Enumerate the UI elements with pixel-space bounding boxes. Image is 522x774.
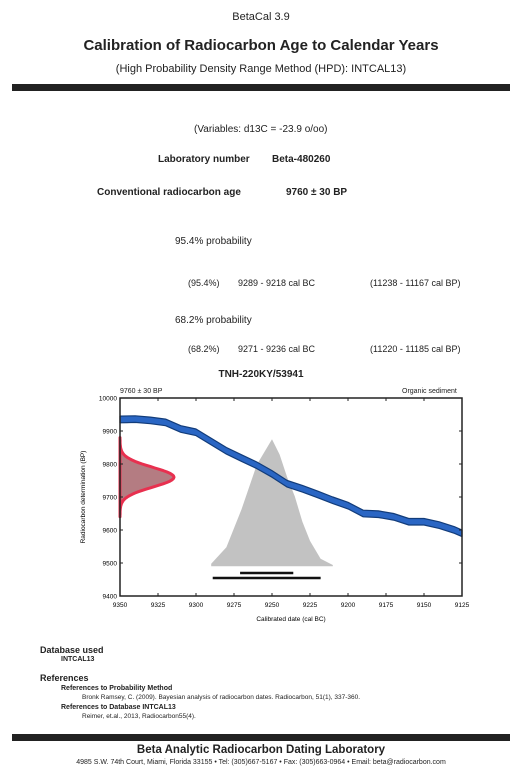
y-tick-label: 9800: [103, 461, 118, 468]
y-axis-label: Radiocarbon determination (BP): [80, 451, 87, 544]
footer-lab-name: Beta Analytic Radiocarbon Dating Laborat…: [136, 744, 386, 756]
database-heading: Database used: [40, 645, 104, 655]
age-value: 9760 ± 30 BP: [286, 187, 348, 198]
lab-number-label: Laboratory number: [158, 154, 250, 165]
page-subtitle: (High Probability Density Range Method (…: [115, 63, 407, 75]
reference-method-heading: References to Probability Method: [61, 685, 173, 692]
prob68-range-bc: 9271 - 9236 cal BC: [238, 344, 316, 354]
prob68-heading: 68.2% probability: [175, 315, 252, 326]
y-tick-label: 10000: [99, 395, 117, 402]
radiocarbon-probability: [118, 436, 176, 519]
chart-material-note: Organic sediment: [402, 388, 457, 395]
page-title: Calibration of Radiocarbon Age to Calend…: [83, 37, 439, 54]
plot-area: [118, 415, 463, 580]
variables-text: (Variables: d13C = -23.9 o/oo): [194, 124, 328, 135]
y-tick-label: 9400: [103, 593, 118, 600]
x-tick-label: 9200: [341, 602, 356, 609]
lab-number-value: Beta-480260: [272, 154, 331, 165]
calibrated-distribution: [211, 439, 333, 567]
age-label: Conventional radiocarbon age: [97, 187, 241, 198]
footer-rule: [12, 734, 510, 741]
chart-title: TNH-220KY/53941: [218, 369, 304, 380]
x-tick-label: 9250: [265, 602, 280, 609]
x-tick-label: 9325: [151, 602, 166, 609]
x-tick-label: 9300: [189, 602, 204, 609]
y-tick-label: 9700: [103, 494, 118, 501]
y-tick-label: 9900: [103, 428, 118, 435]
x-tick-label: 9225: [303, 602, 318, 609]
prob95-range-bc: 9289 - 9218 cal BC: [238, 278, 316, 288]
prob95-percent: (95.4%): [188, 278, 220, 288]
x-tick-label: 9175: [379, 602, 394, 609]
x-tick-label: 9350: [113, 602, 128, 609]
database-name: INTCAL13: [61, 656, 95, 663]
references-heading: References: [40, 673, 89, 683]
header-rule: [12, 84, 510, 91]
prob68-percent: (68.2%): [188, 344, 220, 354]
reference-method-text: Bronk Ramsey, C. (2009). Bayesian analys…: [82, 694, 361, 701]
chart-age-note: 9760 ± 30 BP: [120, 388, 163, 395]
y-tick-label: 9600: [103, 527, 118, 534]
prob68-range-bp: (11220 - 11185 cal BP): [370, 344, 461, 354]
x-tick-label: 9125: [455, 602, 470, 609]
reference-database-heading: References to Database INTCAL13: [61, 704, 176, 711]
axis-ticks: 9350 9325 9300 9275 9250 9225 9200 9175 9150 9125…: [99, 395, 470, 609]
app-version: BetaCal 3.9: [232, 11, 290, 23]
footer-address: 4985 S.W. 74th Court, Miami, Florida 331…: [76, 759, 446, 766]
x-axis-label: Calibrated date (cal BC): [256, 616, 325, 623]
y-tick-label: 9500: [103, 560, 118, 567]
prob95-range-bp: (11238 - 11167 cal BP): [370, 278, 461, 288]
x-tick-label: 9275: [227, 602, 242, 609]
prob95-heading: 95.4% probability: [175, 236, 252, 247]
reference-database-text: Reimer, et.al., 2013, Radiocarbon55(4).: [82, 713, 196, 720]
x-tick-label: 9150: [417, 602, 432, 609]
